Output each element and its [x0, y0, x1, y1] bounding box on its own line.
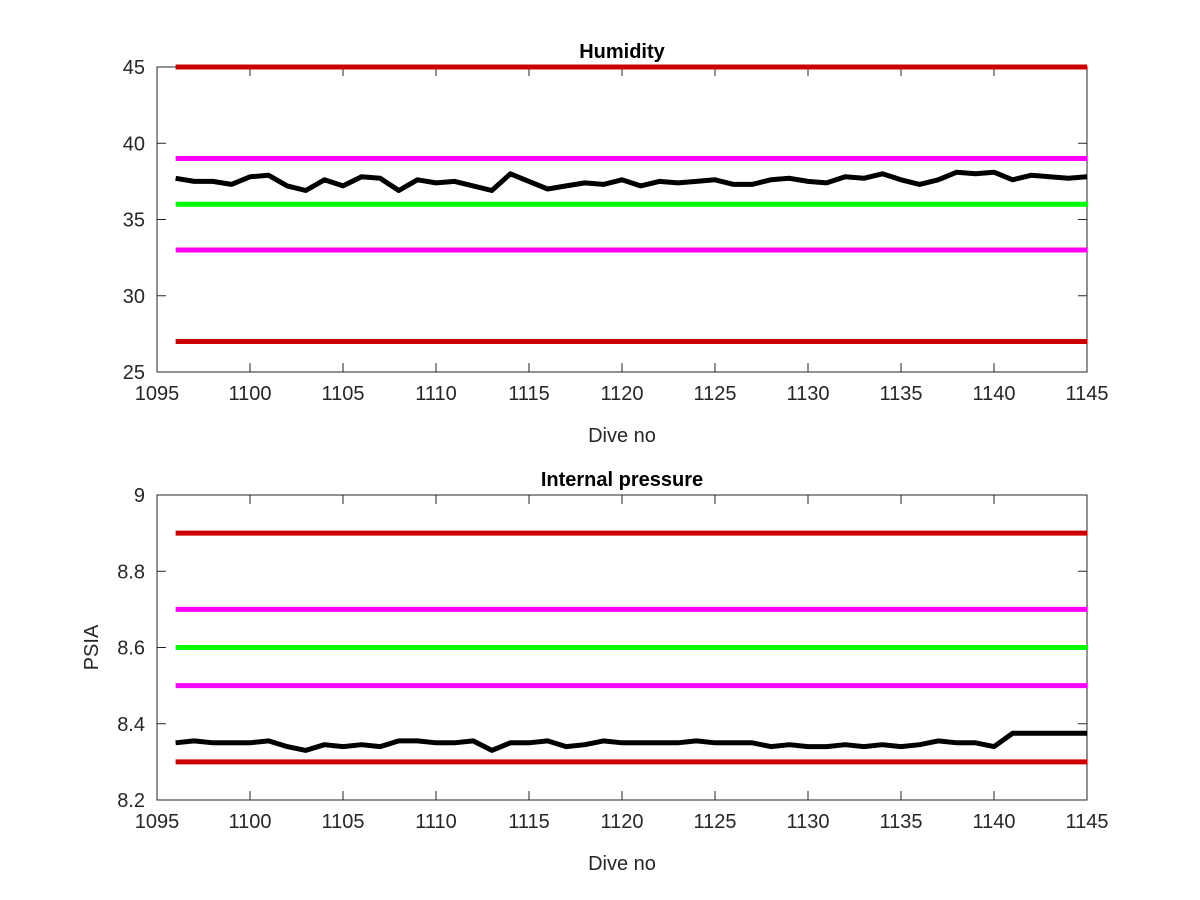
x-axis-label: Dive no — [588, 853, 656, 875]
x-tick-label: 1140 — [972, 811, 1015, 833]
x-axis-label: Dive no — [588, 425, 656, 447]
x-tick-label: 1105 — [321, 383, 364, 405]
x-tick-label: 1105 — [321, 811, 364, 833]
y-tick-label: 8.6 — [117, 638, 145, 660]
x-tick-label: 1120 — [600, 383, 643, 405]
x-tick-label: 1100 — [228, 811, 271, 833]
x-tick-label: 1130 — [786, 811, 829, 833]
x-tick-label: 1095 — [135, 811, 180, 833]
y-tick-label: 8.8 — [117, 561, 145, 583]
x-tick-label: 1125 — [693, 811, 736, 833]
y-tick-label: 25 — [123, 362, 145, 384]
series-line — [175, 730, 1087, 753]
x-tick-label: 1120 — [600, 811, 643, 833]
x-tick-label: 1115 — [508, 383, 550, 405]
x-tick-label: 1135 — [879, 811, 922, 833]
humidity-panel: 1095 1100 1105 1110 1115 1120 1125 1130 1135 1140… — [123, 41, 1109, 447]
y-tick-label: 30 — [123, 286, 145, 308]
x-tick-label: 1145 — [1065, 383, 1108, 405]
series-line — [175, 169, 1088, 193]
y-tick-label: 8.2 — [117, 790, 145, 812]
x-tick-label: 1100 — [228, 383, 271, 405]
chart-title: Humidity — [579, 41, 665, 63]
x-tick-label: 1145 — [1065, 811, 1108, 833]
chart-title: Internal pressure — [541, 469, 703, 491]
y-axis-label: PSIA — [81, 624, 103, 670]
y-tick-label: 35 — [123, 210, 145, 232]
y-tick-label: 8.4 — [117, 714, 145, 736]
y-tick-label: 9 — [134, 485, 145, 507]
plot-area — [156, 66, 1088, 373]
y-tick-label: 45 — [123, 57, 145, 79]
internal-pressure-panel: 1095 1100 1105 1110 1115 1120 1125 1130 1135 1140… — [81, 469, 1109, 875]
x-tick-label: 1125 — [693, 383, 736, 405]
x-tick-label: 1110 — [415, 811, 457, 833]
x-tick-label: 1140 — [972, 383, 1015, 405]
x-tick-label: 1130 — [786, 383, 829, 405]
x-tick-label: 1095 — [135, 383, 180, 405]
x-tick-label: 1110 — [415, 383, 457, 405]
x-tick-label: 1115 — [508, 811, 550, 833]
x-tick-label: 1135 — [879, 383, 922, 405]
y-tick-label: 40 — [123, 133, 145, 155]
